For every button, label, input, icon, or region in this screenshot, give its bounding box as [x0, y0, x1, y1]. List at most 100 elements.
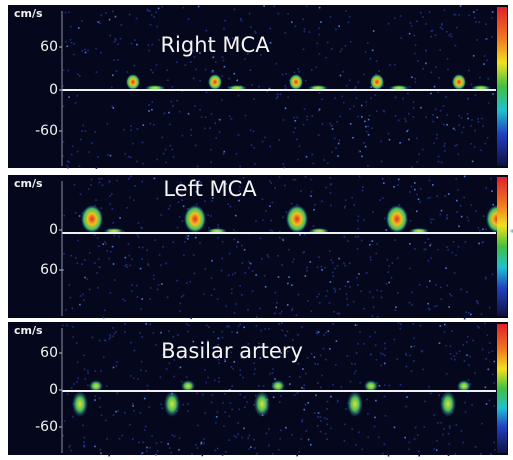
speckle — [349, 108, 351, 110]
speckle — [325, 56, 327, 59]
speckle — [430, 257, 432, 259]
speckle — [275, 62, 278, 65]
speckle — [374, 344, 377, 346]
speckle — [453, 13, 455, 16]
speckle — [352, 136, 354, 139]
speckle — [320, 420, 322, 422]
speckle — [414, 44, 417, 46]
speckle — [427, 307, 430, 310]
speckle — [291, 309, 293, 312]
speckle — [414, 81, 417, 83]
speckle — [493, 360, 496, 363]
speckle — [443, 9, 446, 11]
speckle — [394, 239, 396, 241]
speckle — [477, 118, 479, 120]
speckle — [364, 120, 366, 123]
speckle — [192, 49, 195, 52]
waveform-down — [254, 391, 270, 417]
speckle — [338, 312, 341, 315]
speckle — [210, 294, 213, 297]
speckle — [244, 396, 246, 399]
speckle — [359, 331, 361, 333]
speckle — [326, 408, 329, 410]
speckle — [305, 372, 307, 375]
speckle — [171, 148, 173, 151]
speckle — [369, 57, 372, 60]
speckle — [62, 434, 64, 437]
speckle — [94, 395, 97, 397]
speckle — [367, 133, 370, 136]
speckle — [229, 205, 232, 208]
speckle — [375, 359, 378, 361]
speckle — [382, 452, 384, 455]
speckle — [417, 60, 419, 62]
speckle — [363, 73, 365, 76]
speckle — [198, 186, 200, 189]
speckle — [476, 300, 478, 302]
speckle — [413, 337, 415, 339]
speckle — [493, 382, 495, 385]
speckle — [76, 150, 79, 153]
speckle — [172, 105, 174, 107]
speckle — [243, 427, 245, 430]
speckle — [211, 259, 213, 262]
speckle — [445, 96, 447, 98]
speckle — [78, 165, 81, 167]
speckle — [102, 243, 105, 245]
speckle — [448, 306, 450, 308]
speckle — [152, 332, 155, 334]
speckle — [357, 219, 359, 222]
speckle — [187, 18, 190, 20]
speckle — [324, 266, 326, 269]
speckle — [475, 21, 477, 23]
speckle — [280, 395, 282, 397]
speckle — [460, 117, 463, 119]
speckle — [449, 293, 451, 295]
speckle — [63, 214, 65, 217]
speckle — [239, 165, 241, 168]
speckle — [195, 444, 197, 446]
speckle — [477, 226, 480, 229]
speckle — [423, 426, 426, 428]
speckle — [255, 220, 257, 222]
speckle — [440, 161, 443, 164]
speckle — [268, 328, 270, 330]
speckle — [470, 204, 473, 206]
speckle — [321, 200, 323, 203]
speckle — [428, 308, 431, 311]
speckle — [281, 238, 284, 241]
speckle — [264, 328, 266, 330]
speckle — [349, 41, 352, 43]
speckle — [161, 407, 164, 410]
speckle — [94, 445, 96, 448]
speckle — [199, 52, 201, 54]
speckle — [319, 416, 322, 419]
speckle — [380, 364, 382, 367]
speckle — [408, 112, 410, 115]
speckle — [369, 244, 371, 246]
speckle — [357, 215, 360, 218]
speckle — [483, 55, 486, 57]
speckle — [291, 433, 293, 436]
speckle — [187, 238, 189, 240]
speckle — [83, 436, 86, 439]
speckle — [416, 193, 418, 196]
tick-label: -60 — [35, 419, 58, 435]
speckle — [396, 257, 399, 259]
speckle — [457, 153, 460, 155]
speckle — [190, 61, 192, 63]
speckle — [331, 151, 333, 153]
speckle — [189, 281, 191, 283]
speckle — [82, 293, 84, 296]
speckle — [312, 162, 315, 165]
speckle — [228, 115, 231, 118]
speckle — [230, 118, 233, 120]
speckle — [207, 214, 209, 217]
speckle — [210, 401, 213, 404]
speckle — [446, 214, 448, 216]
speckle — [463, 196, 465, 199]
speckle — [457, 246, 460, 248]
speckle — [240, 18, 242, 20]
speckle — [436, 195, 438, 198]
